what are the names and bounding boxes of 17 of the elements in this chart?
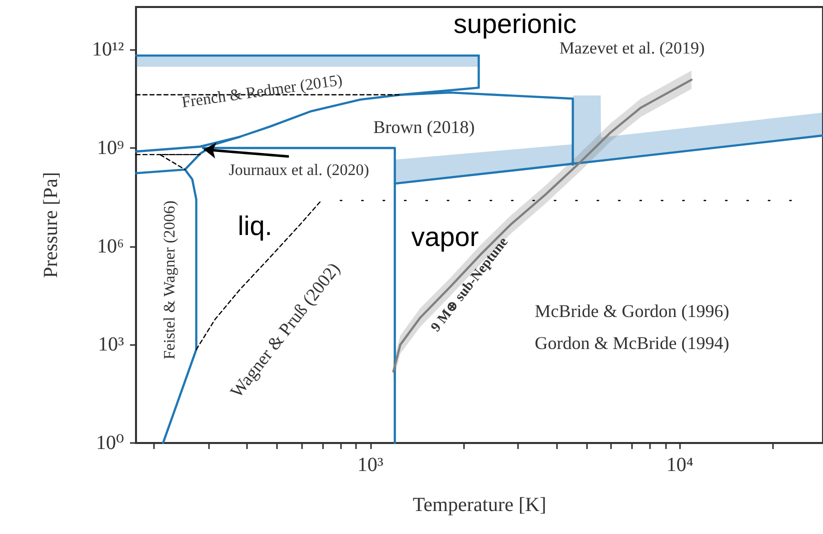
annotation: Brown (2018) xyxy=(373,117,475,137)
annotation: superionic xyxy=(453,9,577,39)
y-axis-title: Pressure [Pa] xyxy=(40,172,62,278)
annotation: French & Redmer (2015) xyxy=(180,72,344,112)
y-tick-label: 10⁶ xyxy=(97,235,124,258)
annotation: liq. xyxy=(238,211,272,241)
y-tick-label: 10⁹ xyxy=(97,136,124,159)
y-tick-label: 10³ xyxy=(98,334,124,356)
y-tick-label: 10⁰ xyxy=(96,432,124,454)
annotation: Gordon & McBride (1994) xyxy=(534,333,730,353)
annotation: Mazevet et al. (2019) xyxy=(559,38,705,58)
annotation: McBride & Gordon (1996) xyxy=(534,301,730,321)
x-axis-title: Temperature [K] xyxy=(412,494,546,516)
annotation: Feistel & Wagner (2006) xyxy=(162,200,178,360)
y-tick-label: 10¹² xyxy=(92,38,124,61)
x-tick-label: 10⁴ xyxy=(666,454,694,476)
annotation: Journaux et al. (2020) xyxy=(228,162,370,179)
